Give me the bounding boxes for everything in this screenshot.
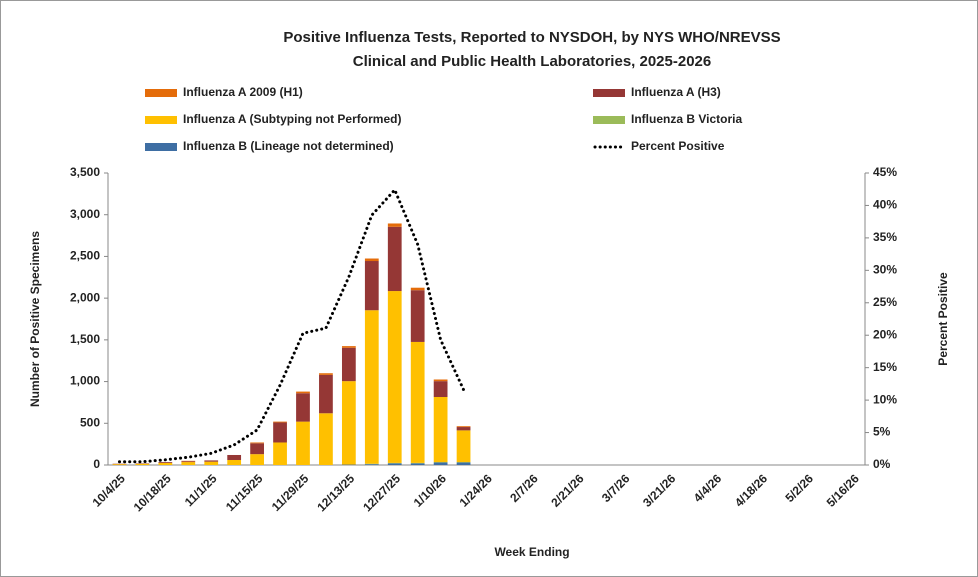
- y-tick-label: 2,500: [70, 249, 100, 263]
- bar-segment: [341, 381, 356, 465]
- bar-segment: [433, 397, 448, 463]
- bar-segment: [456, 430, 471, 463]
- y-axis-label: Number of Positive Specimens: [28, 231, 42, 407]
- x-axis-label: Week Ending: [494, 545, 569, 559]
- legend-swatch: [145, 143, 177, 151]
- bar-segment: [433, 379, 448, 382]
- bar-segment: [341, 347, 356, 382]
- bar-segment: [296, 391, 310, 394]
- bar-segment: [319, 413, 333, 465]
- chart-title: Positive Influenza Tests, Reported to NY…: [283, 29, 780, 46]
- legend-swatch: [145, 116, 177, 124]
- bar-segment: [364, 464, 379, 465]
- y-tick-label: 0: [93, 457, 100, 471]
- bar-segment: [296, 421, 310, 465]
- bar-segment: [319, 373, 333, 375]
- bar-segment: [410, 290, 425, 342]
- y2-tick-label: 30%: [873, 263, 897, 277]
- bar-segment: [112, 464, 127, 465]
- bar-segment: [250, 443, 264, 455]
- y-tick-label: 3,000: [70, 207, 100, 221]
- bar-segment: [135, 463, 150, 465]
- bar-segment: [387, 291, 402, 463]
- bar-segment: [158, 462, 173, 463]
- y-tick-label: 1,500: [70, 332, 100, 346]
- bar-segment: [456, 426, 471, 428]
- bar-segment: [364, 310, 379, 464]
- y2-tick-label: 25%: [873, 295, 897, 309]
- bar-segment: [410, 463, 425, 465]
- y2-tick-label: 15%: [873, 360, 897, 374]
- y2-tick-label: 45%: [873, 165, 897, 179]
- bar-segment: [433, 381, 448, 398]
- legend-label: Influenza A 2009 (H1): [183, 85, 303, 99]
- bar-segment: [250, 454, 264, 465]
- legend-label: Influenza B Victoria: [631, 112, 742, 126]
- bar-segment: [433, 462, 448, 465]
- y-tick-label: 2,000: [70, 290, 100, 304]
- bar-segment: [364, 258, 379, 262]
- bar-segment: [250, 442, 264, 444]
- bar-segment: [296, 393, 310, 422]
- bar-segment: [204, 460, 219, 462]
- y2-tick-label: 40%: [873, 198, 897, 212]
- bar-segment: [456, 462, 471, 465]
- y2-tick-label: 5%: [873, 425, 891, 439]
- y2-tick-label: 20%: [873, 327, 897, 341]
- bar-segment: [227, 459, 242, 465]
- legend-label: Percent Positive: [631, 139, 725, 153]
- bar-segment: [387, 226, 402, 292]
- y2-tick-label: 0%: [873, 457, 891, 471]
- y-tick-label: 500: [80, 415, 100, 429]
- y2-tick-label: 10%: [873, 392, 897, 406]
- bar-segment: [410, 341, 425, 463]
- legend-label: Influenza B (Lineage not determined): [183, 139, 394, 153]
- bar-segment: [364, 261, 379, 311]
- y-tick-label: 1,000: [70, 374, 100, 388]
- bar-segment: [273, 442, 287, 465]
- bar-segment: [410, 287, 425, 291]
- y2-axis-label: Percent Positive: [936, 272, 950, 366]
- bar-segment: [204, 461, 219, 465]
- bar-segment: [273, 421, 287, 423]
- bar-segment: [181, 462, 196, 465]
- legend-swatch: [145, 89, 177, 97]
- chart-title: Clinical and Public Health Laboratories,…: [353, 53, 711, 70]
- bar-segment: [387, 223, 402, 227]
- legend-label: Influenza A (H3): [631, 85, 721, 99]
- legend-swatch: [593, 116, 625, 124]
- y2-tick-label: 35%: [873, 230, 897, 244]
- bar-segment: [273, 422, 287, 443]
- bar-segment: [456, 427, 471, 431]
- bar-segment: [227, 454, 242, 460]
- percent-line: [117, 187, 466, 464]
- legend-swatch: [593, 89, 625, 97]
- bar-segment: [319, 374, 333, 414]
- bar-segment: [158, 462, 173, 465]
- bar-segment: [341, 346, 356, 348]
- y-tick-label: 3,500: [70, 165, 100, 179]
- bar-segment: [181, 461, 196, 463]
- bar-segment: [387, 463, 402, 465]
- legend-label: Influenza A (Subtyping not Performed): [183, 112, 401, 126]
